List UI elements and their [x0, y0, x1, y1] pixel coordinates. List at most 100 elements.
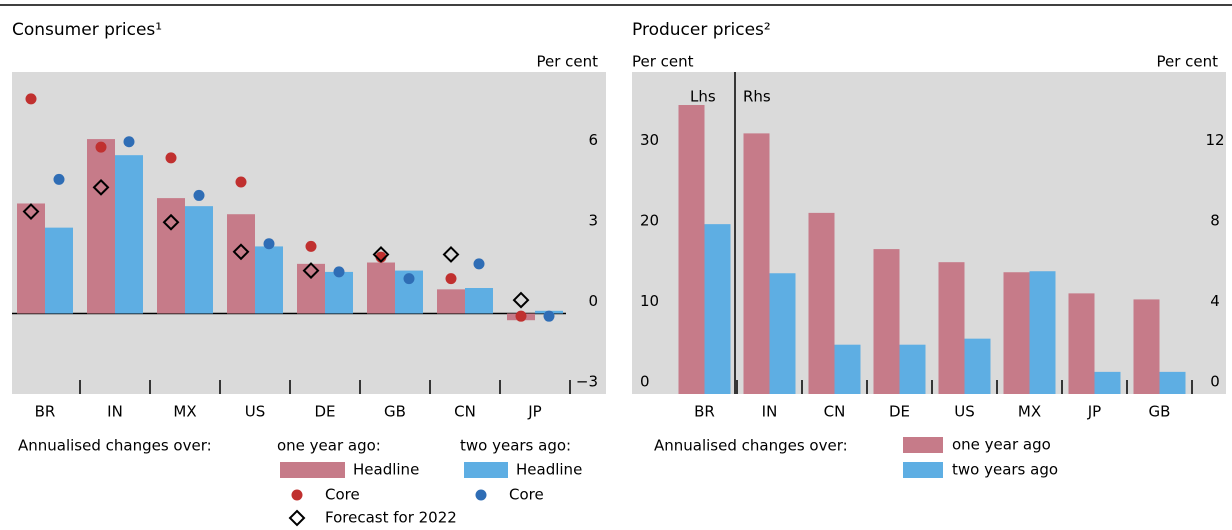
bar — [255, 246, 283, 314]
legend-label: two years ago — [952, 461, 1058, 479]
forecast-marker — [372, 246, 390, 263]
x-tick-label: DE — [314, 403, 335, 421]
core-dot — [515, 310, 527, 322]
bar — [834, 344, 861, 394]
bar — [185, 206, 213, 314]
bar — [227, 214, 255, 314]
bar — [678, 105, 705, 394]
core-dot — [305, 240, 317, 252]
bar — [704, 224, 731, 394]
x-tick-label: IN — [762, 403, 778, 421]
core-dot — [53, 173, 65, 185]
y-tick-label: 3 — [588, 212, 598, 230]
bar — [367, 262, 395, 314]
y-axis-label: Per cent — [536, 53, 598, 71]
legend-label: Headline — [516, 461, 582, 479]
core-dot — [403, 273, 415, 285]
legend-label: Core — [509, 486, 544, 504]
legend-group: one year ago: — [277, 437, 381, 455]
bar — [769, 273, 796, 394]
bar — [465, 288, 493, 314]
legend-title: Annualised changes over: — [18, 437, 212, 455]
y-tick-label: −3 — [576, 373, 598, 391]
y2-tick-label: 8 — [1210, 212, 1220, 230]
core-dot — [165, 152, 177, 164]
y-tick-label: 0 — [588, 292, 598, 310]
legend-label: Headline — [353, 461, 419, 479]
forecast-marker — [512, 291, 530, 309]
legend-swatch — [280, 462, 345, 478]
forecast-marker — [22, 203, 40, 220]
annotation: Rhs — [743, 88, 771, 106]
core-dot — [25, 93, 37, 105]
bar — [873, 249, 900, 394]
y2-tick-label: 0 — [1210, 373, 1220, 391]
x-tick-label: IN — [107, 403, 123, 421]
y-tick-label: 6 — [588, 131, 598, 149]
forecast-marker — [288, 509, 306, 527]
x-tick-label: US — [245, 403, 266, 421]
x-tick-label: DE — [889, 403, 910, 421]
chart-title: Producer prices² — [632, 20, 771, 40]
x-tick-label: GB — [384, 403, 406, 421]
bar — [1159, 371, 1186, 394]
x-tick-label: JP — [1087, 403, 1101, 421]
forecast-marker — [162, 213, 180, 231]
forecast-marker — [442, 246, 460, 263]
bar — [743, 133, 770, 394]
bar — [1029, 271, 1056, 394]
bar — [45, 227, 73, 314]
x-tick-label: CN — [454, 403, 476, 421]
bar — [938, 262, 965, 394]
legend-swatch — [464, 462, 508, 478]
bar — [157, 198, 185, 314]
y-tick-label: 20 — [640, 212, 659, 230]
core-dot — [123, 136, 135, 148]
legend-title: Annualised changes over: — [654, 437, 848, 455]
y2-tick-label: 12 — [1205, 131, 1224, 149]
bar — [325, 271, 353, 314]
chart-title: Consumer prices¹ — [12, 20, 162, 40]
legend-swatch — [903, 437, 943, 453]
bar — [17, 203, 45, 314]
forecast-marker — [302, 262, 320, 279]
bar — [1133, 299, 1160, 394]
legend-label: Forecast for 2022 — [325, 509, 457, 527]
x-tick-label: GB — [1149, 403, 1171, 421]
y-tick-label: 0 — [640, 373, 650, 391]
core-dot — [333, 266, 345, 278]
y-tick-label: 10 — [640, 292, 659, 310]
y-axis-label: Per cent — [632, 53, 694, 71]
plot-background — [632, 72, 1226, 394]
bar — [437, 289, 465, 314]
forecast-marker — [232, 243, 250, 261]
core-dot — [291, 489, 303, 501]
core-dot — [445, 273, 457, 285]
legend-label: one year ago — [952, 436, 1051, 454]
bar — [1094, 371, 1121, 394]
legend-label: Core — [325, 486, 360, 504]
core-dot — [235, 176, 247, 188]
bar — [115, 155, 143, 314]
forecast-marker — [92, 178, 110, 196]
core-dot — [473, 258, 485, 270]
core-dot — [263, 238, 275, 250]
y2-tick-label: 4 — [1210, 292, 1220, 310]
x-tick-label: US — [954, 403, 975, 421]
core-dot — [543, 310, 555, 322]
x-tick-label: BR — [694, 403, 715, 421]
x-tick-label: JP — [527, 403, 541, 421]
annotation: Lhs — [690, 88, 716, 106]
core-dot — [475, 489, 487, 501]
bar — [808, 212, 835, 394]
bar — [899, 344, 926, 394]
bar — [297, 263, 325, 314]
x-tick-label: BR — [35, 403, 56, 421]
bar — [1068, 293, 1095, 394]
bar — [1003, 272, 1030, 394]
x-tick-label: MX — [1018, 403, 1041, 421]
legend-group: two years ago: — [460, 437, 571, 455]
core-dot — [95, 141, 107, 153]
y2-axis-label: Per cent — [1156, 53, 1218, 71]
